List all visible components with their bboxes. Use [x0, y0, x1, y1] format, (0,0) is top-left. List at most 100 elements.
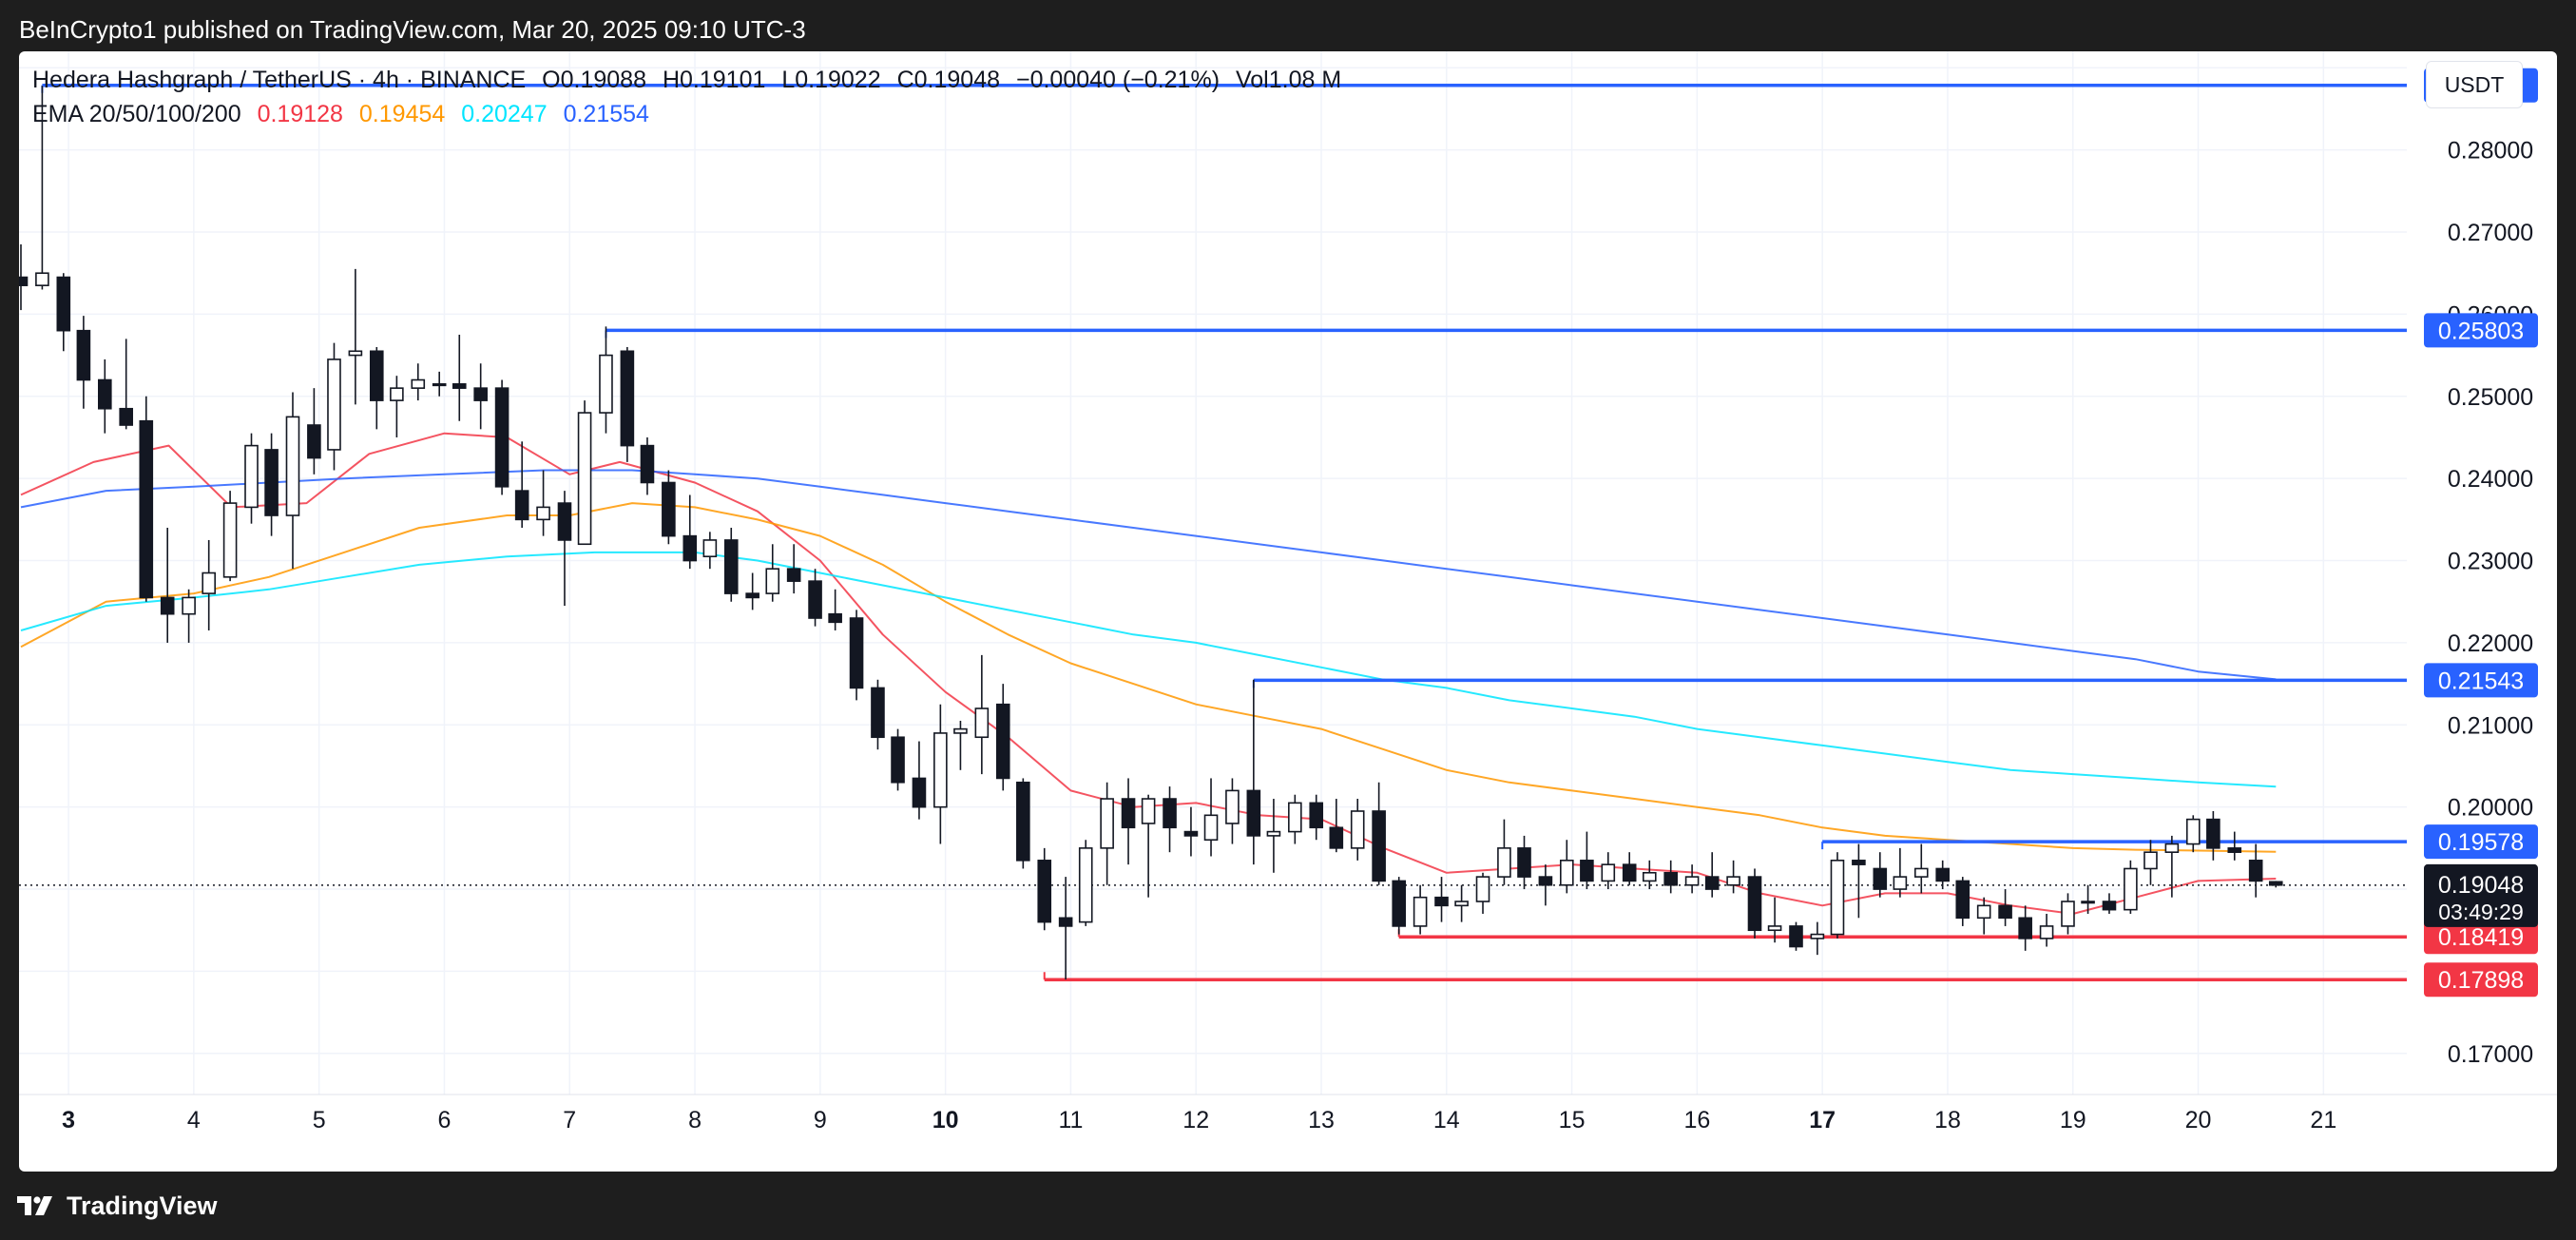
candle-body[interactable]: [244, 444, 259, 509]
candle-body[interactable]: [264, 449, 279, 516]
candle-body[interactable]: [745, 592, 759, 599]
symbol-title[interactable]: Hedera Hashgraph / TetherUS · 4h · BINAN…: [32, 67, 527, 93]
candle-body[interactable]: [891, 736, 905, 784]
candle-body[interactable]: [557, 502, 572, 541]
candle-body[interactable]: [432, 383, 447, 387]
candle-body[interactable]: [1246, 789, 1261, 837]
candle-body[interactable]: [702, 539, 718, 558]
candle-body[interactable]: [765, 568, 780, 594]
candle-body[interactable]: [1225, 789, 1240, 824]
candle-body[interactable]: [828, 612, 842, 624]
candle-body[interactable]: [912, 777, 927, 808]
candle-body[interactable]: [1976, 904, 1991, 920]
candle-body[interactable]: [2102, 901, 2117, 911]
currency-selector[interactable]: USDT: [2426, 61, 2523, 108]
candle-body[interactable]: [1998, 904, 2012, 920]
candle-body[interactable]: [327, 358, 341, 451]
candle-body[interactable]: [640, 444, 655, 484]
candle-body[interactable]: [536, 506, 550, 521]
candle-body[interactable]: [1329, 826, 1344, 849]
candle-body[interactable]: [1163, 798, 1177, 829]
candle-body[interactable]: [98, 378, 112, 410]
candle-body[interactable]: [2018, 917, 2032, 940]
candle-body[interactable]: [139, 419, 154, 599]
candle-body[interactable]: [2248, 860, 2263, 882]
candle-body[interactable]: [620, 350, 635, 447]
candle-body[interactable]: [452, 383, 467, 389]
candle-body[interactable]: [390, 387, 404, 401]
candle-body[interactable]: [662, 481, 676, 537]
candle-body[interactable]: [2124, 867, 2138, 911]
candle-body[interactable]: [1684, 876, 1700, 886]
candle-body[interactable]: [2268, 881, 2283, 886]
level-price-tag[interactable]: [2424, 313, 2538, 348]
candle-body[interactable]: [411, 378, 426, 389]
candle-body[interactable]: [1726, 876, 1740, 886]
candle-body[interactable]: [1309, 802, 1324, 829]
candle-body[interactable]: [19, 276, 29, 286]
candle-body[interactable]: [577, 412, 592, 546]
candle-body[interactable]: [1434, 896, 1449, 907]
candle-body[interactable]: [307, 424, 321, 459]
candle-body[interactable]: [1350, 810, 1365, 849]
candle-body[interactable]: [953, 727, 968, 734]
candle-body[interactable]: [119, 407, 134, 426]
candle-body[interactable]: [1183, 830, 1199, 837]
candle-body[interactable]: [1078, 847, 1093, 923]
candle-body[interactable]: [1058, 917, 1073, 927]
candle-body[interactable]: [723, 539, 739, 594]
ema-label[interactable]: EMA 20/50/100/200: [32, 101, 241, 127]
candle-body[interactable]: [599, 354, 613, 414]
candle-body[interactable]: [35, 272, 49, 286]
candle-body[interactable]: [1016, 781, 1030, 862]
candle-body[interactable]: [2143, 851, 2158, 870]
candle-body[interactable]: [160, 596, 175, 615]
candle-body[interactable]: [56, 276, 71, 332]
candle-body[interactable]: [1601, 863, 1616, 882]
candle-body[interactable]: [1580, 860, 1594, 882]
candle-body[interactable]: [1663, 871, 1678, 886]
candle-body[interactable]: [2206, 818, 2220, 849]
candle-body[interactable]: [1475, 876, 1490, 902]
candle-body[interactable]: [1913, 867, 1929, 878]
candle-body[interactable]: [933, 732, 948, 808]
candle-body[interactable]: [1266, 830, 1281, 837]
candle-body[interactable]: [473, 387, 488, 401]
candle-body[interactable]: [1642, 871, 1657, 882]
candle-body[interactable]: [2039, 925, 2054, 940]
chart-panel[interactable]: 0.170000.180000.190000.200000.210000.220…: [19, 51, 2557, 1172]
candle-body[interactable]: [2164, 843, 2180, 853]
candle-body[interactable]: [285, 416, 300, 516]
candle-body[interactable]: [2081, 901, 2095, 904]
candle-body[interactable]: [974, 707, 990, 739]
candle-body[interactable]: [1372, 810, 1386, 882]
candle-body[interactable]: [1852, 860, 1866, 865]
candle-body[interactable]: [1392, 880, 1407, 927]
level-price-tag[interactable]: [2424, 962, 2538, 998]
candle-body[interactable]: [871, 687, 885, 739]
candle-body[interactable]: [1497, 847, 1511, 878]
candle-body[interactable]: [1288, 802, 1302, 833]
candle-body[interactable]: [222, 502, 238, 578]
candle-body[interactable]: [1037, 860, 1052, 923]
candle-body[interactable]: [1789, 925, 1803, 948]
candle-body[interactable]: [1454, 901, 1469, 907]
candle-body[interactable]: [1622, 863, 1637, 882]
candle-body[interactable]: [1121, 798, 1136, 829]
level-price-tag[interactable]: [2424, 920, 2538, 955]
candle-body[interactable]: [514, 490, 529, 521]
candle-body[interactable]: [1873, 867, 1888, 890]
candle-body[interactable]: [786, 568, 801, 582]
level-price-tag[interactable]: [2424, 824, 2538, 860]
candle-body[interactable]: [1560, 860, 1574, 886]
candle-body[interactable]: [1935, 867, 1950, 882]
candle-body[interactable]: [369, 350, 384, 401]
candle-body[interactable]: [348, 350, 363, 357]
candle-body[interactable]: [849, 617, 864, 689]
candle-body[interactable]: [1810, 933, 1825, 940]
tradingview-logo[interactable]: TradingView: [17, 1192, 218, 1221]
candle-body[interactable]: [1517, 847, 1531, 878]
candle-body[interactable]: [202, 572, 216, 594]
candle-body[interactable]: [1955, 880, 1970, 920]
candle-body[interactable]: [1203, 814, 1219, 842]
